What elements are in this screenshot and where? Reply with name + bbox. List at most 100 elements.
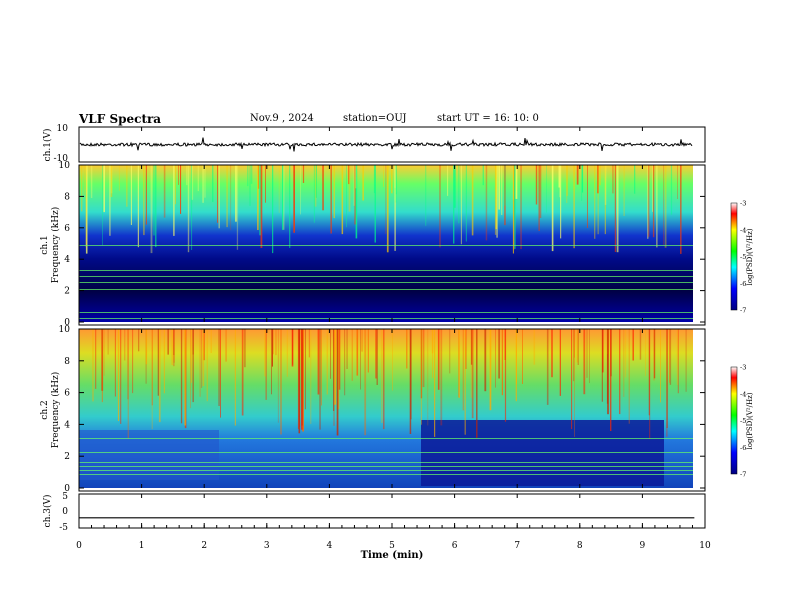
spectrogram-streak — [191, 329, 192, 383]
spectrogram-streak — [355, 165, 357, 189]
spectrogram-streak — [344, 329, 346, 396]
spectrogram-streak — [374, 165, 376, 243]
chart-title: VLF Spectra — [79, 112, 162, 126]
spectrogram-streak — [666, 329, 668, 428]
ch1-ytick-label: 6 — [64, 224, 70, 234]
time-axis-label: Time (min) — [361, 550, 424, 561]
spectrogram-streak — [280, 329, 282, 435]
spectrogram-streak — [184, 329, 186, 426]
spectrogram-streak — [250, 165, 253, 184]
spectrogram-streak — [434, 329, 436, 437]
ch2-colorbar-tick-label: -6 — [740, 444, 746, 452]
spectrogram-band — [79, 466, 693, 467]
spectrogram-streak — [677, 329, 679, 394]
spectrogram-streak — [515, 329, 517, 402]
ch2-ytick-label: 10 — [59, 325, 71, 335]
ch1-spectrogram-ylabel: Frequency (kHz) — [50, 207, 61, 284]
spectrogram-streak — [230, 165, 232, 231]
spectrogram-streak — [308, 329, 310, 358]
spectrogram-streak — [201, 329, 203, 388]
ch1-colorbar-tick-label: -3 — [740, 200, 746, 208]
ch1-spectrogram-streaks — [79, 165, 693, 319]
ch1-colorbar-tick-label: -4 — [740, 226, 746, 234]
spectrogram-streak — [647, 165, 649, 239]
spectrogram-streak — [504, 165, 506, 206]
spectrogram-streak — [566, 165, 568, 196]
spectrogram-streak — [680, 165, 682, 254]
spectrogram-streak — [298, 329, 301, 434]
ch2-spectrogram-yticks: 0 2 4 6 8 10 — [59, 325, 705, 494]
spectrogram-streak — [302, 165, 305, 183]
spectrogram-streak — [454, 165, 456, 208]
spectrogram-streak — [495, 329, 496, 388]
spectrogram-streak — [652, 165, 653, 212]
spectrogram-streak — [601, 329, 603, 402]
spectrogram-streak — [351, 329, 353, 381]
spectrogram-streak — [623, 329, 625, 397]
spectrogram-streak — [333, 329, 335, 411]
spectrogram-streak — [163, 329, 165, 394]
spectrogram-streak — [520, 165, 522, 250]
spectrogram-streak — [610, 329, 612, 377]
ch1-spectrogram-image — [79, 165, 693, 322]
ch2-ytick-label: 6 — [64, 389, 70, 399]
spectrogram-streak — [137, 165, 139, 248]
spectrogram-streak — [186, 165, 188, 186]
spectrogram-streak — [118, 165, 120, 191]
ch1-colorbar-tick-label: -6 — [740, 280, 746, 288]
spectrogram-streak — [310, 329, 312, 424]
spectrogram-band — [79, 438, 693, 439]
spectrogram-streak — [197, 165, 199, 192]
spectrogram-streak — [427, 329, 429, 426]
spectrogram-streak — [546, 329, 549, 405]
spectrogram-streak — [171, 329, 173, 365]
spectrogram-streak — [512, 165, 514, 254]
spectrogram-streak — [302, 329, 304, 432]
spectrogram-streak — [204, 165, 206, 198]
spectrogram-streak — [604, 165, 607, 205]
time-axis-tick-label: 5 — [389, 541, 395, 551]
spectrogram-streak — [583, 329, 586, 395]
ch1-ytick-label: 0 — [64, 318, 70, 328]
spectrogram-streak — [190, 329, 191, 409]
spectrogram-band — [79, 289, 693, 290]
spectrogram-streak — [395, 165, 397, 195]
spectrogram-streak — [458, 329, 460, 398]
ch1-ytick-label: 8 — [64, 192, 70, 202]
spectrogram-streak — [275, 329, 277, 356]
spectrogram-streak — [127, 329, 129, 439]
spectrogram-streak — [362, 165, 364, 201]
spectrogram-streak — [127, 329, 129, 400]
spectrogram-streak — [326, 329, 328, 395]
spectrogram-streak — [278, 165, 280, 213]
spectrogram-streak — [103, 165, 105, 213]
spectrogram-streak — [647, 165, 650, 237]
spectrogram-streak — [220, 329, 221, 418]
spectrogram-streak — [218, 329, 220, 406]
spectrogram-streak — [628, 329, 630, 424]
spectrogram-streak — [103, 329, 105, 376]
spectrogram-streak — [90, 165, 93, 198]
spectrogram-streak — [484, 329, 487, 392]
spectrogram-streak — [576, 329, 578, 363]
time-axis-tick-label: 9 — [640, 541, 646, 551]
spectrogram-streak — [341, 165, 344, 235]
spectrogram-streak — [574, 329, 575, 437]
spectrogram-streak — [138, 329, 140, 352]
spectrogram-streak — [449, 329, 451, 374]
spectrogram-streak — [573, 165, 575, 249]
spectrogram-streak — [178, 165, 179, 185]
station-label: station=OUJ — [343, 113, 407, 124]
spectrogram-streak — [571, 329, 573, 430]
spectrogram-streak — [513, 165, 515, 250]
spectrogram-streak — [212, 165, 214, 202]
spectrogram-streak — [677, 165, 678, 199]
spectrogram-streak — [354, 165, 356, 225]
spectrogram-streak — [286, 329, 288, 377]
time-axis-tick-label: 10 — [699, 541, 711, 551]
spectrogram-streak — [151, 329, 153, 406]
spectrogram-streak — [460, 165, 462, 245]
spectrogram-streak — [304, 329, 306, 410]
spectrogram-streak — [559, 329, 561, 396]
ch3-ytick-bottom: -5 — [59, 523, 68, 533]
